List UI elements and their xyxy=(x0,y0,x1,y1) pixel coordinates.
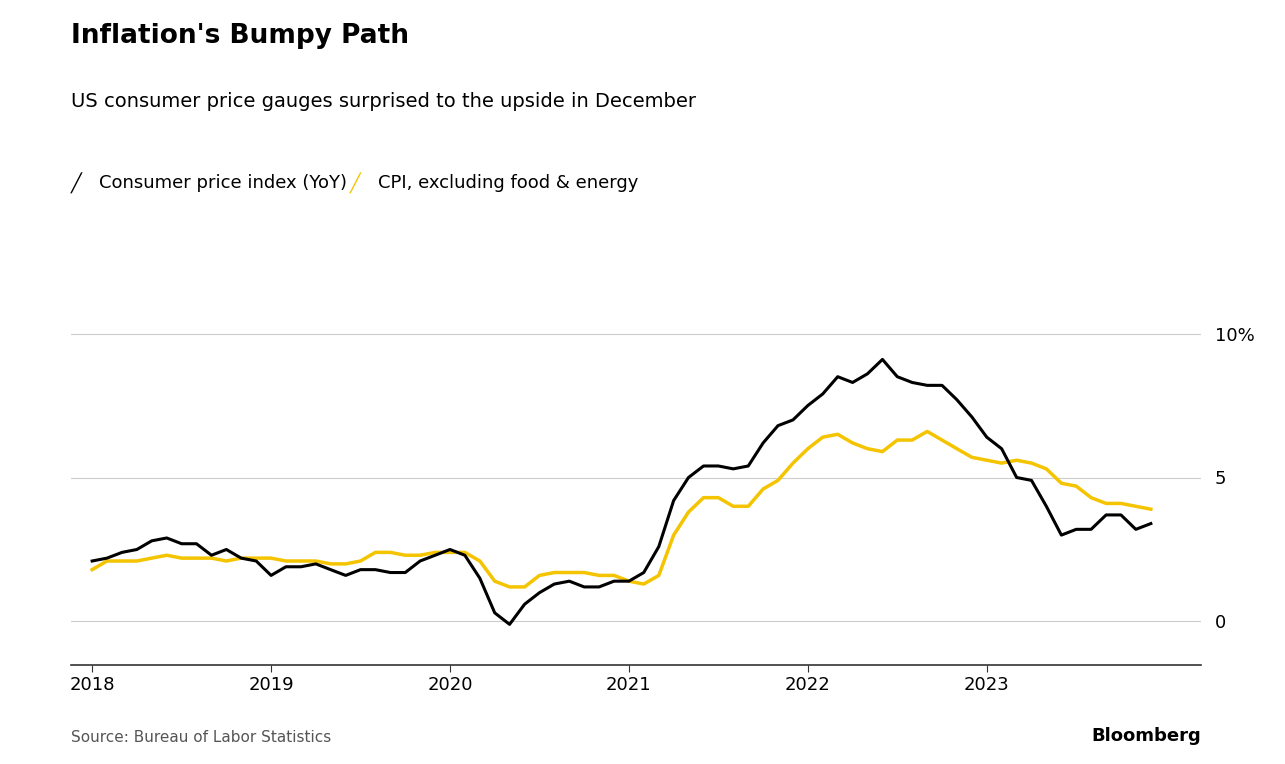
Text: Bloomberg: Bloomberg xyxy=(1092,727,1201,745)
Text: Source: Bureau of Labor Statistics: Source: Bureau of Labor Statistics xyxy=(71,730,332,745)
Text: ╱: ╱ xyxy=(350,173,360,194)
Text: Consumer price index (YoY): Consumer price index (YoY) xyxy=(99,174,347,193)
Text: ╱: ╱ xyxy=(71,173,81,194)
Text: CPI, excluding food & energy: CPI, excluding food & energy xyxy=(378,174,639,193)
Text: US consumer price gauges surprised to the upside in December: US consumer price gauges surprised to th… xyxy=(71,92,695,111)
Text: Inflation's Bumpy Path: Inflation's Bumpy Path xyxy=(71,23,409,49)
